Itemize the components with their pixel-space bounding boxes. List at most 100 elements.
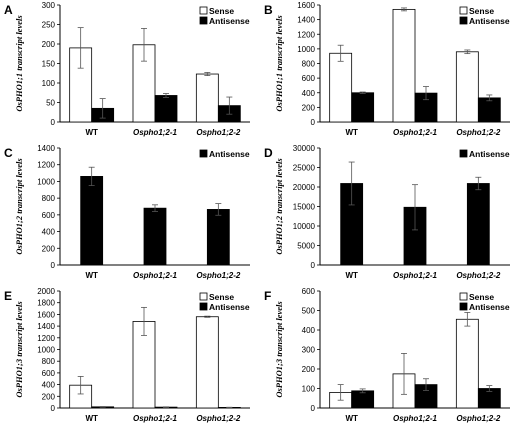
panel-b: B OsPHO1;1 transcript levels 0 200 400 600 800… — [260, 0, 520, 143]
y-tick-label-b-4: 800 — [302, 60, 316, 69]
x-tick-label-f-0: WT — [345, 414, 358, 423]
bar-b-sense-2 — [455, 51, 479, 123]
x-tick-label-a-2: Ospho1;2-2 — [196, 128, 241, 137]
y-tick-label-a-0: 0 — [51, 118, 56, 127]
panel-label-c: C — [4, 146, 13, 160]
y-tick-label-c-6: 1200 — [37, 161, 55, 170]
bar-b-sense-0 — [329, 52, 353, 123]
bar-c-antisense-2 — [206, 209, 230, 266]
y-tick-label-a-6: 300 — [42, 1, 56, 10]
y-axis-label-c: OsPHO1;2 transcript levels — [14, 158, 24, 255]
x-tick-label-e-2: Ospho1;2-2 — [196, 414, 241, 423]
legend-swatch-f-sense — [459, 292, 468, 301]
y-tick-label-f-0: 0 — [311, 404, 316, 413]
legend-label-f-sense: Sense — [469, 292, 494, 302]
legend-label-d-antisense: Antisense — [469, 149, 510, 159]
bar-b-antisense-2 — [477, 97, 501, 123]
x-tick-label-a-0: WT — [85, 128, 98, 137]
y-tick-label-e-4: 800 — [42, 357, 56, 366]
y-tick-label-b-2: 400 — [302, 89, 316, 98]
legend-swatch-f-antisense — [459, 302, 468, 311]
x-tick-label-f-2: Ospho1;2-2 — [456, 414, 501, 423]
y-tick-label-b-5: 1000 — [297, 45, 315, 54]
y-tick-label-d-6: 30000 — [293, 144, 316, 153]
panel-label-b: B — [264, 3, 273, 17]
bar-a-sense-2 — [195, 73, 219, 123]
y-tick-label-d-1: 5000 — [297, 242, 315, 251]
x-tick-label-d-1: Ospho1;2-1 — [393, 271, 438, 280]
y-tick-label-b-3: 600 — [302, 74, 316, 83]
y-tick-label-b-6: 1200 — [297, 30, 315, 39]
y-tick-label-c-3: 600 — [42, 211, 56, 220]
y-tick-label-b-7: 1400 — [297, 16, 315, 25]
panel-label-d: D — [264, 146, 273, 160]
y-tick-label-e-10: 2000 — [37, 287, 55, 296]
bar-b-sense-1 — [392, 8, 416, 123]
x-tick-label-d-0: WT — [345, 271, 358, 280]
panel-label-a: A — [4, 3, 13, 17]
x-tick-label-c-1: Ospho1;2-1 — [133, 271, 178, 280]
y-tick-label-a-4: 200 — [42, 40, 56, 49]
legend-swatch-b-antisense — [459, 16, 468, 25]
legend-label-a-sense: Sense — [209, 6, 234, 16]
legend-swatch-a-antisense — [199, 16, 208, 25]
y-tick-label-a-5: 250 — [42, 21, 56, 30]
panel-a: A OsPHO1;1 transcript levels 0 50 100 150 200 2… — [0, 0, 260, 143]
y-tick-label-d-4: 20000 — [293, 183, 316, 192]
y-tick-label-c-7: 1400 — [37, 144, 55, 153]
y-tick-label-f-4: 400 — [302, 326, 316, 335]
legend-swatch-a-sense — [199, 6, 208, 15]
y-axis-label-e: OsPHO1;3 transcript levels — [14, 301, 24, 398]
y-tick-label-e-3: 600 — [42, 369, 56, 378]
y-tick-label-e-9: 1800 — [37, 299, 55, 308]
panel-label-f: F — [264, 289, 271, 303]
x-tick-label-c-2: Ospho1;2-2 — [196, 271, 241, 280]
bar-d-antisense-2 — [466, 183, 490, 266]
y-tick-label-b-1: 200 — [302, 103, 316, 112]
panel-c: C OsPHO1;2 transcript levels 0 200 400 600 800… — [0, 143, 260, 286]
legend-swatch-b-sense — [459, 6, 468, 15]
y-tick-label-e-7: 1400 — [37, 322, 55, 331]
legend-swatch-d-antisense — [459, 149, 468, 158]
legend-swatch-e-antisense — [199, 302, 208, 311]
y-tick-label-b-8: 1600 — [297, 1, 315, 10]
y-tick-label-d-0: 0 — [311, 261, 316, 270]
y-tick-label-c-1: 200 — [42, 244, 56, 253]
y-tick-label-f-1: 100 — [302, 385, 316, 394]
x-tick-label-b-0: WT — [345, 128, 358, 137]
bar-b-antisense-0 — [351, 92, 375, 123]
legend-label-e-sense: Sense — [209, 292, 234, 302]
y-tick-label-a-3: 150 — [42, 60, 56, 69]
y-tick-label-b-0: 0 — [311, 118, 316, 127]
y-tick-label-e-2: 400 — [42, 381, 56, 390]
y-axis-label-a: OsPHO1;1 transcript levels — [14, 15, 24, 112]
y-tick-label-a-1: 50 — [46, 99, 55, 108]
y-tick-label-c-5: 1000 — [37, 177, 55, 186]
legend-label-e-antisense: Antisense — [209, 302, 250, 312]
panel-d: D OsPHO1;2 transcript levels 0 5000 10000 150… — [260, 143, 520, 286]
y-tick-label-e-0: 0 — [51, 404, 56, 413]
y-tick-label-f-2: 200 — [302, 365, 316, 374]
y-tick-label-d-5: 25000 — [293, 164, 316, 173]
y-axis-label-d: OsPHO1;2 transcript levels — [274, 158, 284, 255]
bar-f-sense-2 — [455, 318, 479, 409]
y-tick-label-e-1: 200 — [42, 392, 56, 401]
bar-e-sense-2 — [195, 316, 219, 409]
y-tick-label-f-3: 300 — [302, 346, 316, 355]
x-tick-label-f-1: Ospho1;2-1 — [393, 414, 438, 423]
legend-label-c-antisense: Antisense — [209, 149, 250, 159]
legend-swatch-c-antisense — [199, 149, 208, 158]
y-tick-label-e-5: 1000 — [37, 346, 55, 355]
y-tick-label-f-5: 500 — [302, 307, 316, 316]
panel-label-e: E — [4, 289, 12, 303]
y-tick-label-a-2: 100 — [42, 79, 56, 88]
y-tick-label-e-6: 1200 — [37, 334, 55, 343]
y-tick-label-c-4: 800 — [42, 194, 56, 203]
x-tick-label-e-0: WT — [85, 414, 98, 423]
x-tick-label-a-1: Ospho1;2-1 — [133, 128, 178, 137]
legend-swatch-e-sense — [199, 292, 208, 301]
